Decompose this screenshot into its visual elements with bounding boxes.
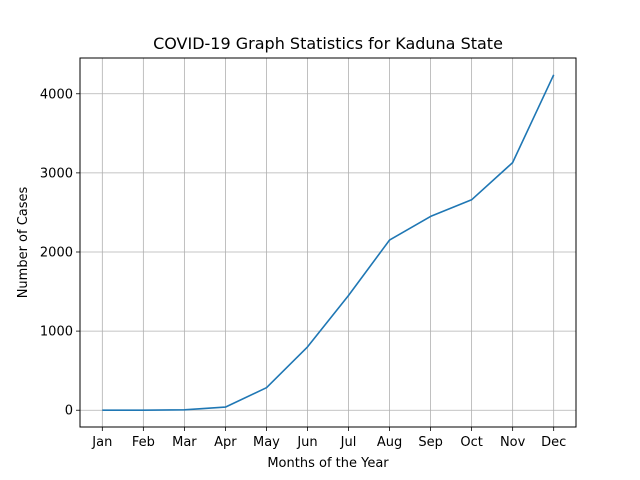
grid bbox=[80, 58, 576, 427]
x-tick-label: Apr bbox=[214, 435, 237, 450]
y-tick-label: 2000 bbox=[40, 245, 73, 260]
x-tick-label: Jun bbox=[296, 435, 317, 450]
x-tick-label: Aug bbox=[377, 435, 402, 450]
x-tick-label: Jan bbox=[91, 435, 112, 450]
series-layer bbox=[102, 74, 555, 412]
y-tick-label: 4000 bbox=[40, 87, 73, 102]
y-tick-label: 0 bbox=[65, 404, 73, 419]
x-tick-label: Oct bbox=[460, 435, 482, 450]
x-axis-label: Months of the Year bbox=[267, 456, 389, 471]
x-tick-label: Dec bbox=[541, 435, 566, 450]
x-tick-label: Jul bbox=[340, 435, 357, 450]
plot-frame bbox=[79, 57, 577, 428]
series-line bbox=[102, 74, 555, 412]
x-tick-label: Sep bbox=[418, 435, 443, 450]
x-tick-label: Feb bbox=[132, 435, 155, 450]
x-tick-label: Nov bbox=[500, 435, 526, 450]
x-tick-label: Mar bbox=[172, 435, 197, 450]
y-axis-label: Number of Cases bbox=[16, 186, 31, 298]
y-tick-label: 1000 bbox=[40, 325, 73, 340]
x-tick-label: May bbox=[253, 435, 280, 450]
ticks: Jan Feb Mar Apr May Jun Jul Aug Sep Oct Nov Dec 0 100… bbox=[40, 87, 566, 450]
chart-title: COVID-19 Graph Statistics for Kaduna Sta… bbox=[153, 34, 503, 53]
y-tick-label: 3000 bbox=[40, 166, 73, 181]
